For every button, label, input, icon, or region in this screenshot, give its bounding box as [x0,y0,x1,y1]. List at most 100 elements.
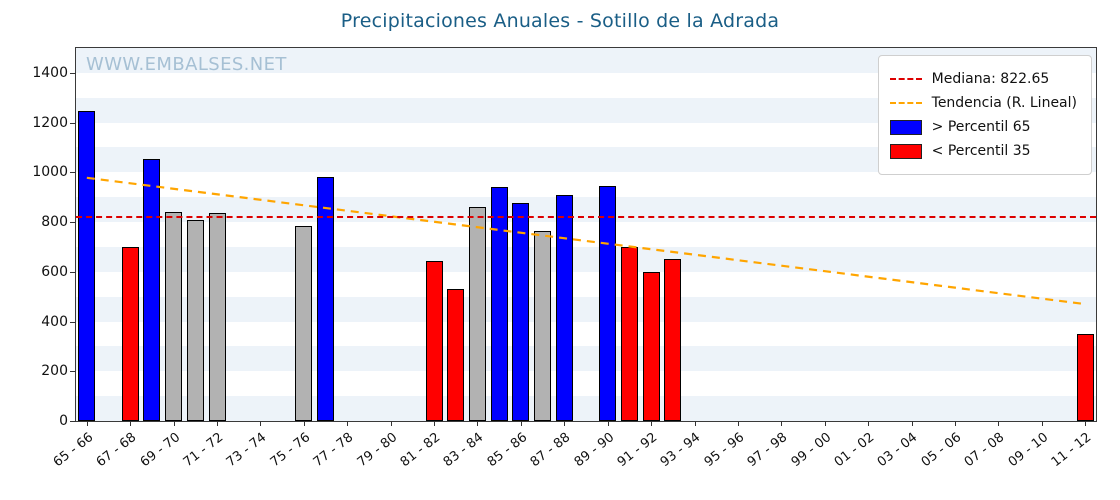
x-tick-mark [520,421,522,426]
x-tick-label-text: 73 - 74 [224,430,270,471]
x-tick-mark [737,421,739,426]
x-tick-label-text: 81 - 82 [397,430,444,471]
median-line-swatch [889,78,922,80]
x-tick-label-text: 99 - 00 [788,430,834,471]
background-stripe [76,246,1096,272]
x-tick-label-text: 77 - 78 [310,430,357,471]
x-tick-mark [694,421,696,426]
trend-line-swatch [889,102,922,104]
legend-p35-label: < Percentil 35 [931,143,1031,159]
y-tick-mark [70,371,76,373]
bar-91-92 [642,271,660,421]
bar-89-90 [599,186,617,421]
bar-70-71 [186,219,204,421]
x-tick-mark [824,421,826,426]
bar-86-87 [534,230,552,421]
y-tick-mark [70,172,76,174]
p65-swatch [889,119,922,135]
bar-81-82 [425,260,443,421]
background-stripe [76,296,1096,322]
median-line [76,216,1096,219]
x-tick-label-text: 09 - 10 [1005,430,1051,471]
y-tick-label: 800 [41,214,68,231]
x-tick-label-text: 05 - 06 [918,430,965,471]
x-tick-label-text: 11 - 12 [1048,430,1095,471]
x-tick-label-text: 03 - 04 [875,430,921,471]
x-tick-mark [260,421,262,426]
x-tick-label-text: 85 - 86 [484,430,531,471]
legend-p65-label: > Percentil 65 [931,119,1031,135]
x-tick-label-text: 95 - 96 [701,430,748,471]
legend-item-p65: > Percentil 65 [889,117,1077,137]
x-tick-label-text: 83 - 84 [441,430,487,471]
y-tick-mark [70,421,76,422]
x-tick-mark [607,421,609,426]
y-tick-label: 0 [59,413,68,429]
x-tick-mark [911,421,913,426]
bar-85-86 [512,203,530,421]
x-tick-mark [868,421,870,426]
y-tick-mark [70,271,76,273]
background-stripe [76,346,1096,372]
bar-90-91 [620,246,638,421]
bar-83-84 [468,207,486,421]
x-tick-label-text: 07 - 08 [962,430,1008,471]
x-tick-label-text: 75 - 76 [267,430,314,471]
x-tick-mark [477,421,479,426]
y-tick-label: 200 [41,363,68,380]
background-stripe [76,396,1096,421]
bar-67-68 [121,246,139,421]
x-tick-label-text: 65 - 66 [50,430,97,471]
bar-92-93 [664,259,682,421]
y-tick-mark [70,321,76,323]
y-tick-label: 600 [41,263,68,280]
y-tick-mark [70,72,76,74]
y-tick-mark [70,122,76,124]
y-tick-label: 1000 [32,164,68,181]
x-tick-mark [390,421,392,426]
x-tick-mark [173,421,175,426]
x-tick-label-text: 93 - 94 [658,430,704,471]
x-tick-mark [434,421,436,426]
p35-swatch [889,143,922,159]
watermark: WWW.EMBALSES.NET [86,54,287,75]
x-tick-label-text: 91 - 92 [614,430,661,471]
y-tick-label: 400 [41,313,68,330]
legend-trend-label: Tendencia (R. Lineal) [931,95,1077,111]
x-tick-label-text: 01 - 02 [831,430,878,471]
legend-item-p35: < Percentil 35 [889,141,1077,161]
bar-65-66 [78,111,96,421]
y-tick-label: 1200 [32,114,68,131]
x-tick-mark [781,421,783,426]
x-tick-mark [347,421,349,426]
x-tick-label-text: 79 - 80 [354,430,400,471]
bar-76-77 [317,177,335,421]
x-tick-label-text: 97 - 98 [745,430,791,471]
bar-11-12 [1076,333,1094,421]
x-tick-mark [130,421,132,426]
x-tick-label-text: 87 - 88 [528,430,574,471]
x-tick-mark [303,421,305,426]
y-tick-mark [70,222,76,224]
x-tick-mark [651,421,653,426]
x-tick-label-text: 67 - 68 [93,430,140,471]
legend: Mediana: 822.65 Tendencia (R. Lineal) > … [877,55,1092,175]
legend-median-label: Mediana: 822.65 [931,71,1050,87]
bar-71-72 [208,213,226,421]
x-tick-mark [86,421,88,426]
x-tick-mark [217,421,219,426]
y-tick-label: 1400 [32,64,68,81]
x-tick-mark [1041,421,1043,426]
bar-68-69 [143,158,161,421]
bar-82-83 [447,289,465,421]
x-tick-label-text: 89 - 90 [571,430,617,471]
x-tick-mark [564,421,566,426]
bar-84-85 [490,187,508,421]
bar-87-88 [555,194,573,421]
x-tick-mark [954,421,956,426]
x-tick-mark [998,421,1000,426]
x-tick-label-text: 71 - 72 [180,430,227,471]
chart-title: Precipitaciones Anuales - Sotillo de la … [340,10,780,32]
bar-69-70 [165,212,183,421]
x-tick-mark [1085,421,1087,426]
